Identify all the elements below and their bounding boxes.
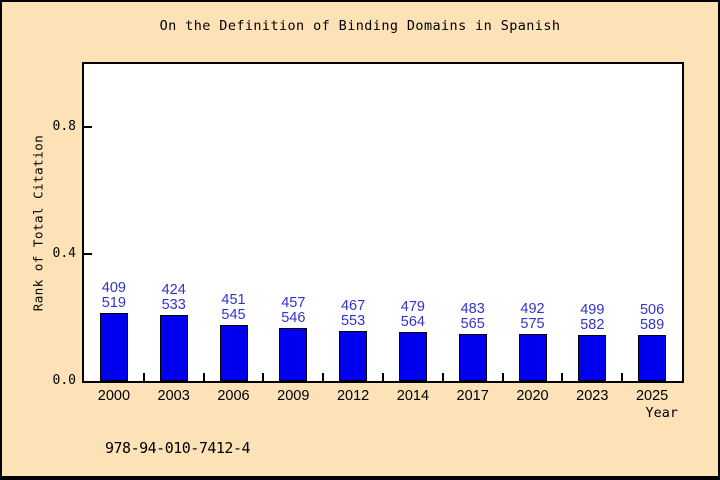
x-tick-mark <box>262 373 265 381</box>
bar-value-line: 533 <box>161 297 186 313</box>
x-axis-title: Year <box>645 405 678 421</box>
x-tick-mark <box>561 373 564 381</box>
bar-value-line: 424 <box>161 282 186 298</box>
y-tick-labels: 0.0 0.4 0.8 <box>40 64 76 388</box>
bar-value-line: 499 <box>580 302 605 318</box>
bar-value-label: 467 553 <box>323 299 383 329</box>
x-tick-mark <box>142 373 145 381</box>
bar-value-label: 457 546 <box>263 296 323 326</box>
bar-value-line: 451 <box>221 292 246 308</box>
bar-value-line: 565 <box>460 316 485 332</box>
y-tick-mark <box>84 126 92 129</box>
bar-value-line: 575 <box>520 316 545 332</box>
bar <box>398 332 427 381</box>
bar-value-label: 499 582 <box>562 303 622 333</box>
bar-value-label: 506 589 <box>622 303 682 333</box>
bar-value-label: 451 545 <box>204 293 264 323</box>
y-axis-title: Rank of Total Citation <box>30 134 46 312</box>
x-tick-label: 2025 <box>635 388 669 404</box>
x-tick-mark <box>382 373 384 381</box>
bar-value-line: 506 <box>639 302 665 318</box>
y-tick-label: 0.0 <box>52 373 76 388</box>
x-tick-mark <box>322 373 325 381</box>
y-tick-label: 0.4 <box>52 246 76 262</box>
bar <box>339 331 368 381</box>
x-tick-label: 2003 <box>157 388 190 404</box>
bar-value-line: 457 <box>281 295 306 311</box>
bar-value-line: 564 <box>400 314 425 330</box>
bar-value-line: 545 <box>221 307 246 323</box>
bar <box>458 334 487 381</box>
bar-value-line: 519 <box>101 295 126 311</box>
x-tick-mark <box>501 373 504 381</box>
plot-inner: 409 519 424 533 451 545 457 546 467 553 479 564 483 5… <box>84 64 682 381</box>
x-tick-mark <box>202 373 205 381</box>
x-tick-label: 2012 <box>336 388 370 404</box>
bar <box>518 334 547 381</box>
bar <box>279 328 308 381</box>
bar-value-line: 467 <box>340 298 366 314</box>
y-tick-label: 0.8 <box>52 119 76 135</box>
plot-area: 409 519 424 533 451 545 457 546 467 553 479 564 483 5… <box>82 62 684 383</box>
chart-title: On the Definition of Binding Domains in … <box>159 18 561 34</box>
bar-value-line: 492 <box>520 301 545 317</box>
bar <box>159 315 188 381</box>
x-tick-labels: 2000 2003 2006 2009 2012 2014 2017 2020 2023 2025 <box>84 388 682 406</box>
bar-value-label: 483 565 <box>443 302 503 332</box>
bar-value-line: 483 <box>460 301 485 317</box>
bar-value-line: 582 <box>580 317 605 333</box>
x-tick-label: 2000 <box>97 388 131 404</box>
bar-value-line: 479 <box>400 299 425 315</box>
bar-value-label: 479 564 <box>383 300 443 330</box>
bar <box>219 325 248 381</box>
x-tick-label: 2006 <box>217 388 250 404</box>
y-tick-mark <box>84 253 92 256</box>
x-tick-mark <box>441 373 444 381</box>
x-tick-label: 2014 <box>396 388 430 404</box>
bar-value-line: 589 <box>639 317 665 333</box>
x-tick-mark <box>621 373 624 381</box>
bar-value-label: 424 533 <box>144 283 204 313</box>
bar-value-line: 409 <box>101 280 126 296</box>
bar-value-line: 553 <box>340 313 366 329</box>
bar <box>638 335 667 381</box>
x-tick-label: 2023 <box>576 388 609 404</box>
bar-value-label: 492 575 <box>503 302 563 332</box>
bar <box>99 313 128 381</box>
bar <box>578 335 607 381</box>
x-tick-label: 2009 <box>277 388 310 404</box>
isbn-footer: 978-94-010-7412-4 <box>105 439 251 457</box>
x-tick-label: 2020 <box>516 388 549 404</box>
bar-value-label: 409 519 <box>84 281 144 311</box>
x-tick-label: 2017 <box>456 388 489 404</box>
bar-value-line: 546 <box>281 310 306 326</box>
